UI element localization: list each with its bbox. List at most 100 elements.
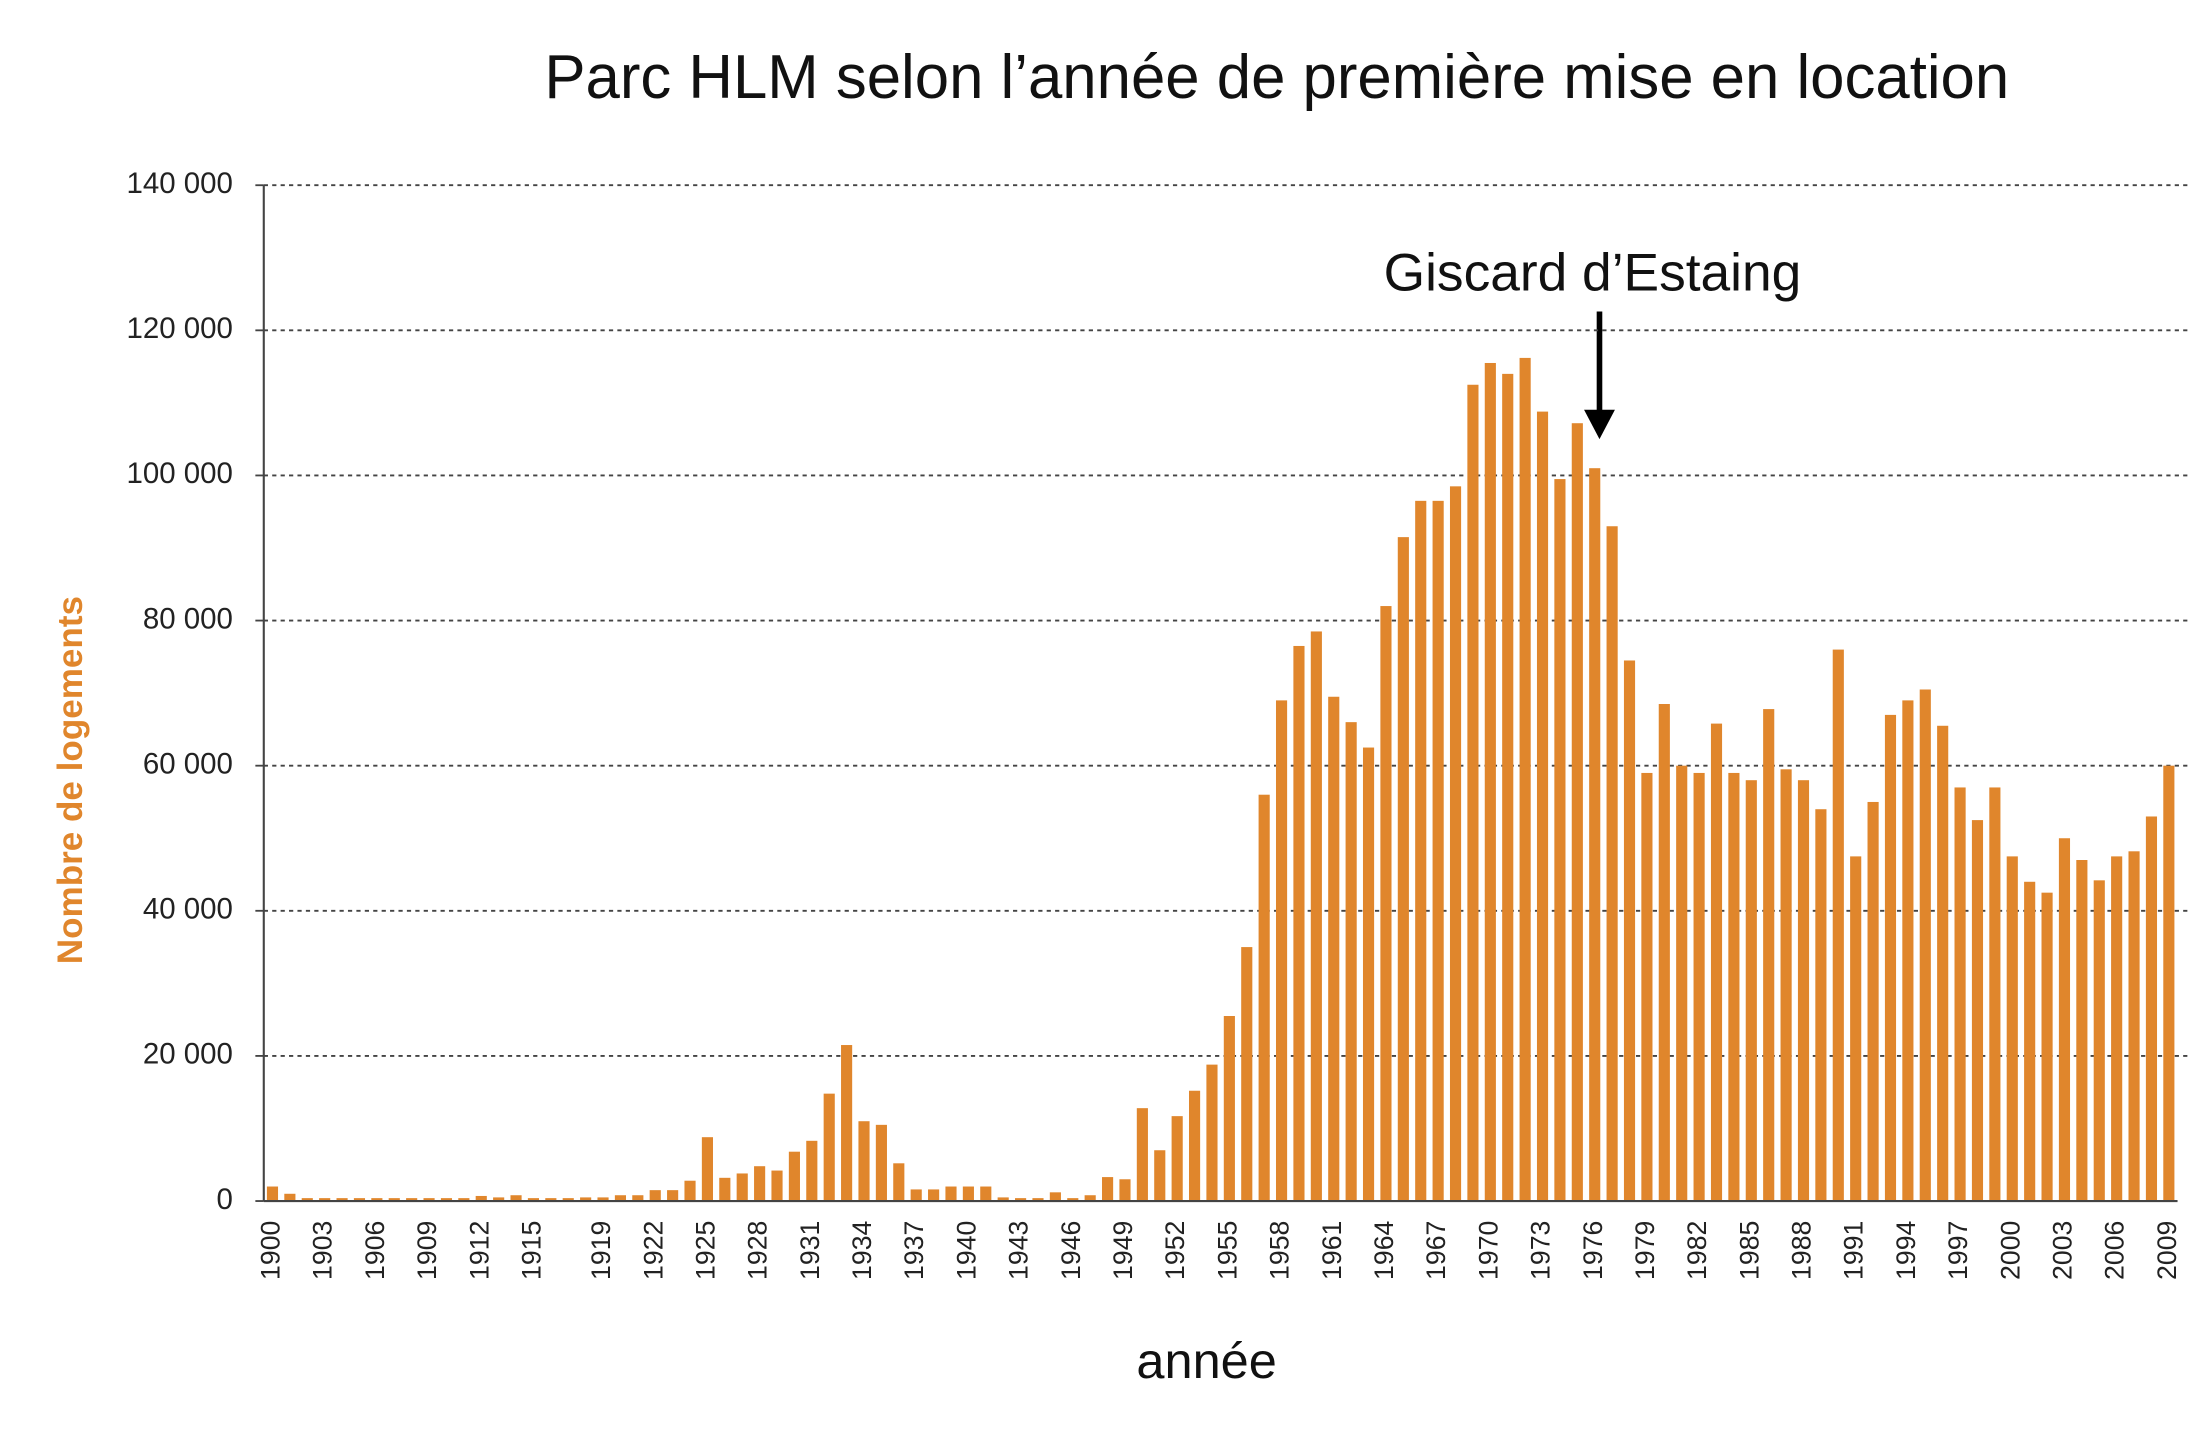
bar [1049,1192,1061,1202]
x-tick-label: 1943 [1004,1221,1034,1280]
bar [754,1166,766,1202]
bar [1589,468,1601,1202]
bar [1745,780,1757,1202]
bar [875,1124,887,1202]
bar [614,1195,627,1202]
y-axis-label: Nombre de logements [51,596,90,964]
bar [1171,1116,1183,1202]
bar [893,1163,905,1202]
bar [1971,820,1984,1202]
x-tick-label: 1964 [1369,1220,1399,1279]
x-tick-label: 1934 [847,1220,877,1279]
bar [493,1197,505,1202]
bar [1850,856,1862,1202]
y-tick-label: 60 000 [143,747,233,780]
bar [1241,947,1253,1202]
bar [962,1186,974,1202]
x-tick-label: 2000 [1995,1221,2025,1280]
bar [1797,780,1810,1202]
bar [2093,880,2105,1202]
bar [545,1198,557,1202]
bar [910,1189,922,1202]
bar [736,1173,748,1202]
y-tick-label: 40 000 [143,893,233,926]
bar [1188,1090,1201,1202]
bar [1102,1177,1114,1202]
bar [1206,1064,1218,1202]
bar [1154,1150,1166,1202]
bar [1258,794,1270,1202]
x-tick-label: 1906 [360,1221,390,1280]
x-tick-label: 1931 [795,1221,825,1280]
x-tick-label: 1903 [308,1221,338,1280]
x-tick-label: 1900 [256,1221,286,1280]
bar [1728,772,1740,1202]
y-tick-label: 100 000 [126,457,232,490]
bar [841,1045,853,1202]
bar [1484,362,1496,1202]
bar [1310,631,1322,1202]
bar [2111,856,2123,1202]
x-tick-label: 1915 [516,1221,546,1280]
bar [440,1198,453,1202]
bar [1136,1108,1148,1202]
bar [353,1198,366,1202]
bar [1867,801,1879,1202]
bar [597,1197,609,1202]
x-tick-label: 1958 [1265,1221,1295,1280]
x-tick-label: 1967 [1421,1221,1451,1280]
bar [2145,816,2158,1202]
bar [2076,860,2088,1202]
x-tick-label: 1946 [1056,1221,1086,1280]
x-tick-label: 1985 [1734,1221,1764,1280]
bar [1554,479,1566,1202]
bar [928,1189,940,1202]
x-tick-label: 1973 [1526,1221,1556,1280]
bar [1015,1198,1027,1202]
bar [1223,1016,1235,1202]
bar [388,1198,400,1202]
x-tick-label: 1925 [690,1221,720,1280]
bar [1937,725,1949,1202]
bar [336,1198,348,1202]
bar [301,1198,313,1202]
bar [1884,714,1897,1202]
bar [284,1193,296,1202]
bar [510,1195,522,1202]
bar [1519,357,1531,1202]
bar [1710,723,1723,1202]
bar [1119,1179,1131,1202]
x-tick-label: 1922 [638,1221,668,1280]
bar [1641,772,1653,1202]
bar [1362,747,1375,1202]
bar [1432,500,1444,1202]
x-tick-label: 1994 [1891,1220,1921,1279]
bar [1815,809,1827,1202]
x-tick-label: 1976 [1578,1221,1608,1280]
bar [823,1093,835,1202]
x-tick-label: 1988 [1787,1221,1817,1280]
bar [1345,722,1357,1202]
bar [319,1198,331,1202]
bar [1606,526,1618,1202]
x-tick-label: 1991 [1839,1221,1869,1280]
bar [2128,851,2140,1202]
bar [667,1190,679,1202]
bar [1032,1198,1044,1202]
chart-title: Parc HLM selon l’année de première mise … [544,43,2009,112]
x-tick-label: 1952 [1160,1221,1190,1280]
x-tick-label: 1909 [412,1221,442,1280]
bar [1693,772,1705,1202]
x-tick-label: 1970 [1473,1221,1503,1280]
x-tick-label: 2009 [2152,1221,2182,1280]
bar [475,1195,487,1202]
x-tick-label: 1961 [1317,1221,1347,1280]
bar [719,1177,731,1202]
bar [527,1198,540,1202]
bar [2058,838,2071,1202]
bar [1397,537,1409,1202]
bar [1658,704,1670,1202]
y-tick-label: 120 000 [126,312,232,345]
bar [562,1198,574,1202]
x-tick-label: 1949 [1108,1221,1138,1280]
